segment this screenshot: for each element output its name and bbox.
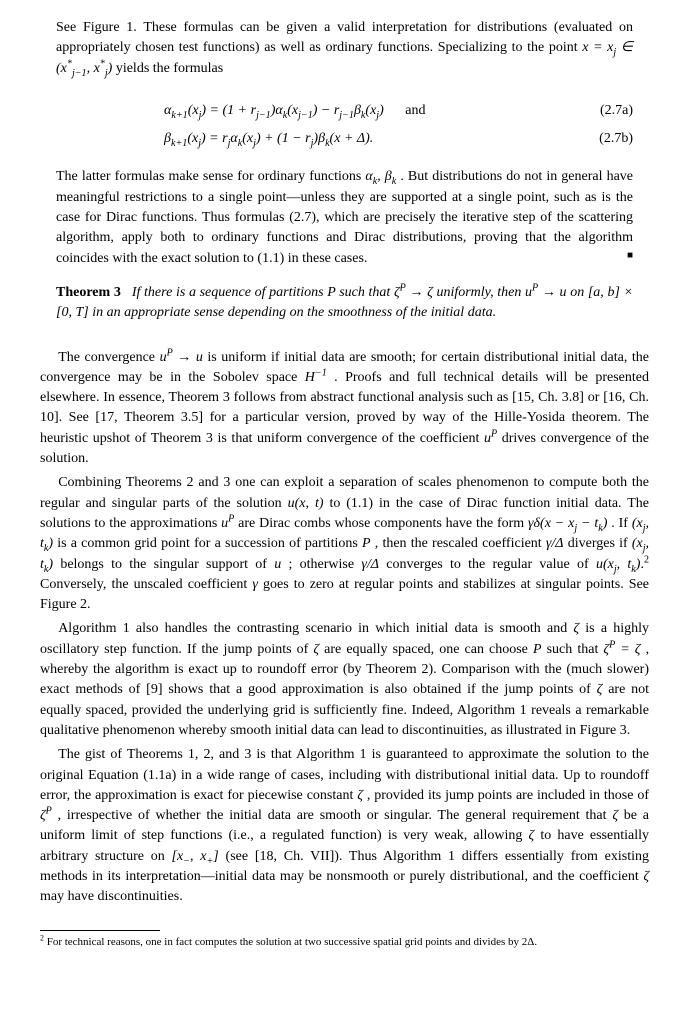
equation-2-7b: βk+1(xj) = rjαk(xj) + (1 − rj)βk(x + Δ).… [40, 129, 649, 149]
math-inline: γ [252, 577, 258, 592]
equation-label: (2.7a) [583, 101, 633, 121]
text: , then the rescaled coefficient [375, 536, 546, 551]
paragraph-separation-of-scales: Combining Theorems 2 and 3 one can explo… [40, 473, 649, 615]
math-inline: ζ [313, 642, 319, 657]
math-inline: u(x, t) [288, 496, 324, 511]
math-inline: ζ [357, 788, 363, 803]
math-inline: γ/Δ [361, 557, 379, 572]
math-inline: uP → u [160, 350, 203, 365]
text: such that [547, 642, 604, 657]
math-inline: u(xj, tk) [596, 557, 641, 572]
math-inline: [x−, x+] [172, 849, 219, 864]
math-inline: γδ(x − xj − tk) [528, 516, 607, 531]
paragraph-convergence: The convergence uP → u is uniform if ini… [40, 348, 649, 470]
equation-content: αk+1(xj) = (1 + rj−1)αk(xj−1) − rj−1βk(x… [164, 101, 583, 121]
text: converges to the regular value of [386, 557, 596, 572]
math-inline: uP [484, 431, 497, 446]
text: are equally spaced, one can choose [324, 642, 533, 657]
text: may have discontinuities. [40, 889, 183, 904]
text: The latter formulas make sense for ordin… [56, 169, 365, 184]
text: , irrespective of whether the initial da… [58, 808, 613, 823]
text: Algorithm 1 also handles the contrasting… [58, 621, 573, 636]
paragraph-gist: The gist of Theorems 1, 2, and 3 is that… [40, 745, 649, 907]
text: Conversely, the unscaled coefficient [40, 577, 252, 592]
math-inline: ζ [529, 828, 535, 843]
theorem-heading: Theorem 3 [56, 285, 121, 300]
math-inline: γ/Δ [546, 536, 564, 551]
paragraph-algorithm-1: Algorithm 1 also handles the contrasting… [40, 619, 649, 741]
math-inline: ζP [40, 808, 52, 823]
theorem-body: If there is a sequence of partitions P s… [56, 285, 633, 320]
math-inline: P [362, 536, 371, 551]
text: yields the formulas [116, 61, 223, 76]
text: ; otherwise [288, 557, 361, 572]
math-inline: ζ [597, 682, 603, 697]
text: . If [611, 516, 632, 531]
theorem-3: Theorem 3 If there is a sequence of part… [40, 283, 649, 324]
math-inline: ζP = ζ [603, 642, 640, 657]
text: See Figure 1. These formulas can be give… [56, 20, 633, 55]
text: , provided its jump points are included … [367, 788, 649, 803]
qed-icon: ■ [627, 249, 633, 264]
math-inline: u [274, 557, 281, 572]
footnote-2: 2 For technical reasons, one in fact com… [40, 935, 649, 949]
math-inline: ζ [612, 808, 618, 823]
math-inline: ζ [643, 869, 649, 884]
text: diverges if [568, 536, 632, 551]
footnote-text: For technical reasons, one in fact compu… [44, 936, 537, 948]
equation-label: (2.7b) [583, 129, 633, 149]
footnote-marker[interactable]: 2 [644, 554, 649, 565]
math-inline: P [533, 642, 542, 657]
footnote-rule [40, 930, 160, 931]
text: is a common grid point for a succession … [57, 536, 362, 551]
math-inline: αk, βk [365, 169, 396, 184]
equation-2-7a: αk+1(xj) = (1 + rj−1)αk(xj−1) − rj−1βk(x… [40, 101, 649, 121]
math-inline: ζ [573, 621, 579, 636]
paragraph-formulas-sense: The latter formulas make sense for ordin… [40, 167, 649, 268]
paragraph-intro: See Figure 1. These formulas can be give… [40, 18, 649, 79]
text-and: and [387, 101, 425, 121]
math-inline: H−1 [305, 370, 327, 385]
text: are Dirac combs whose components have th… [238, 516, 528, 531]
math-inline: uP [221, 516, 234, 531]
text: The convergence [58, 350, 159, 365]
text: belongs to the singular support of [60, 557, 274, 572]
equation-content: βk+1(xj) = rjαk(xj) + (1 − rj)βk(x + Δ). [164, 129, 583, 149]
